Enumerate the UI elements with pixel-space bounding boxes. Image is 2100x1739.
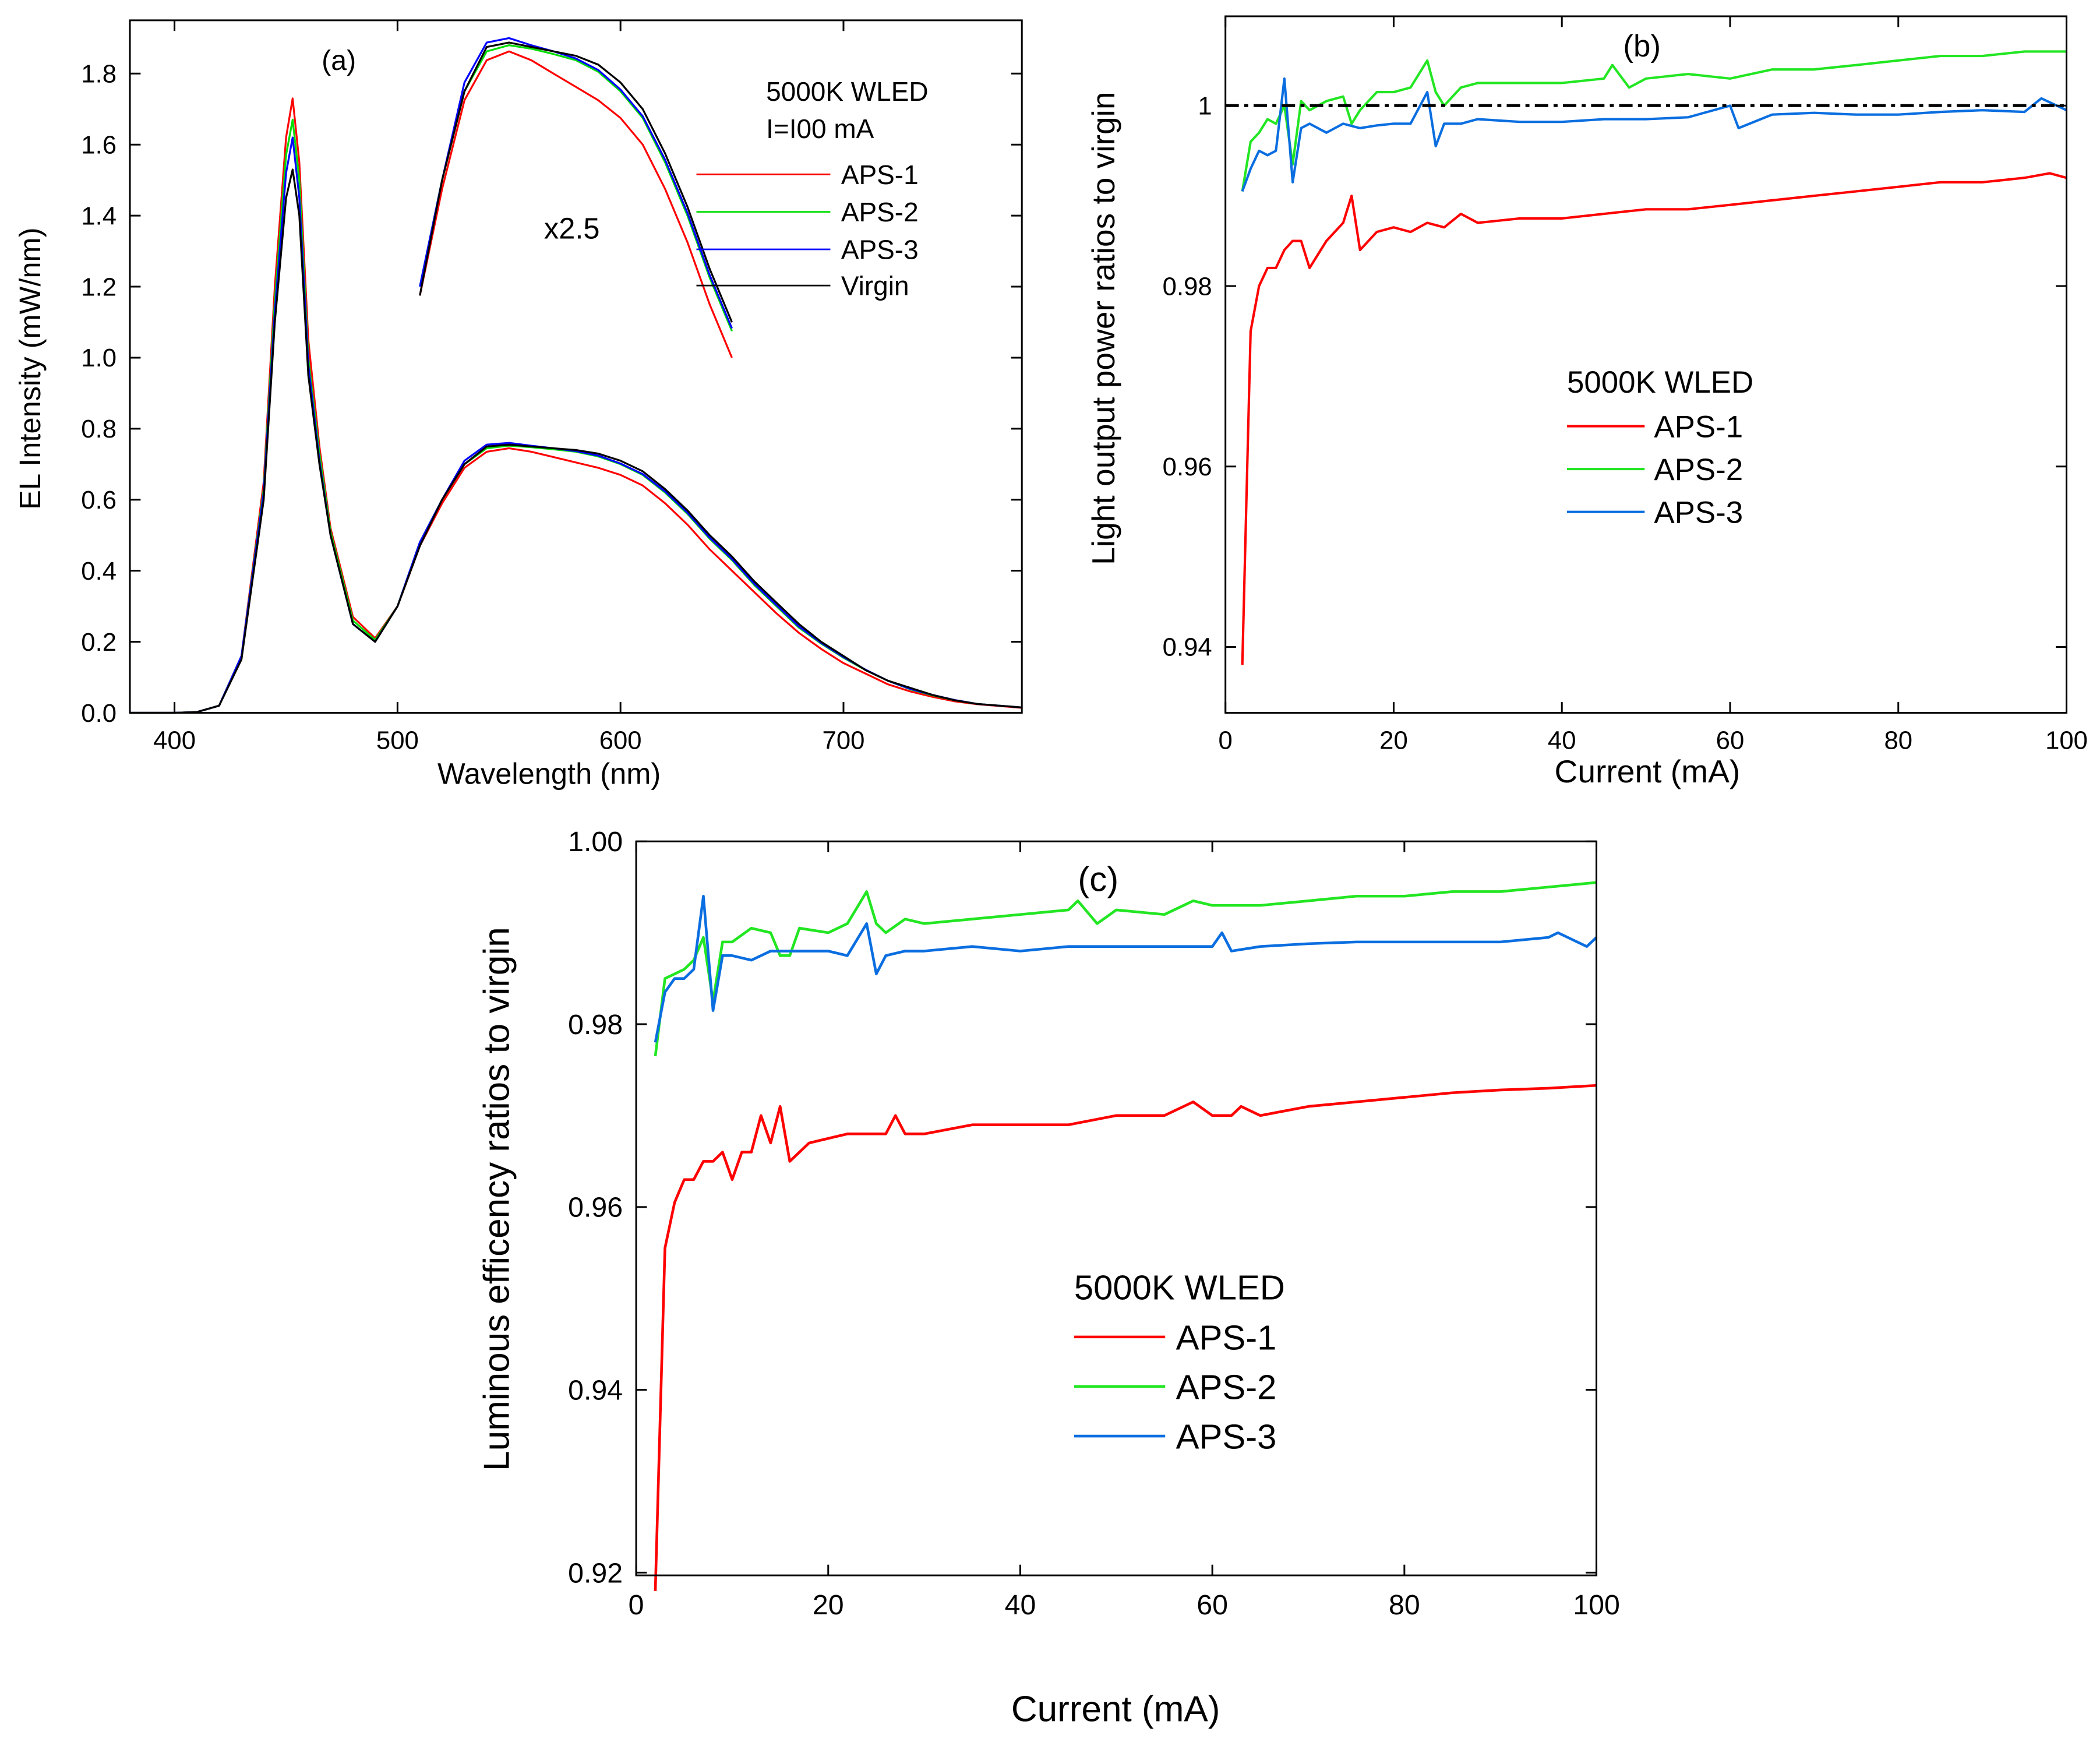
series-line-aps-1: [130, 97, 1022, 714]
y-tick-label: 0.0: [81, 699, 117, 728]
y-tick-label: 0.6: [81, 486, 117, 514]
y-tick-label: 1.0: [81, 344, 117, 372]
y-tick-label: 0.2: [81, 628, 117, 657]
y-tick-label: 1.8: [81, 60, 117, 89]
y-tick-label: 0.96: [568, 1192, 623, 1223]
legend: 5000K WLED I=I00 mA APS-1 APS-2 APS-3 Virgin: [696, 76, 929, 301]
plot-frame: [1224, 15, 2068, 714]
panel-label: (a): [322, 45, 356, 76]
legend-title: 5000K WLED: [766, 76, 929, 107]
series-line-aps-1: [654, 1084, 1597, 1591]
y-axis-label: Luminous efficency ratios to virgin: [477, 927, 517, 1471]
y-tick-label: 0.96: [1163, 453, 1212, 481]
x-tick-label: 500: [376, 726, 419, 755]
legend-label-aps-2: APS-2: [841, 197, 919, 227]
x-tick-label: 700: [823, 726, 865, 755]
x-axis-label: Current (mA): [1555, 753, 1741, 789]
x-axis-label: Wavelength (nm): [437, 757, 661, 790]
x-tick-label: 40: [1548, 726, 1576, 755]
x-tick-label: 400: [153, 726, 196, 755]
y-tick-label: 0.92: [568, 1557, 623, 1589]
x-tick-label: 60: [1716, 726, 1745, 755]
series-line-aps-2: [654, 881, 1597, 1057]
x-tick-label: 100: [2045, 726, 2088, 755]
x-tick-label: 80: [1884, 726, 1912, 755]
x-tick-label: 80: [1389, 1589, 1420, 1621]
legend-label-aps-3: APS-3: [841, 235, 919, 265]
inset-series-line-aps-1: [419, 50, 733, 358]
legend-label-virgin: Virgin: [841, 271, 909, 301]
y-tick-label: 0.98: [1163, 272, 1212, 301]
series-line-virgin: [130, 168, 1022, 714]
y-tick-label: 0.94: [568, 1375, 623, 1406]
legend-label-aps-1: APS-1: [1654, 410, 1743, 445]
panel-a-spectrum-chart: 400 500 600 700 0.0 0.2 0.4 0.6 0.8 1.0 1.2 1.4 1.6 1…: [13, 19, 1023, 790]
inset-series-line-virgin: [419, 41, 733, 323]
x-tick-label: 40: [1005, 1589, 1036, 1621]
x-axis-label: Current (mA): [1011, 1689, 1220, 1730]
legend-title: 5000K WLED: [1567, 365, 1753, 400]
x-tick-label: 600: [599, 726, 642, 755]
series-line-aps-1: [1241, 172, 2067, 665]
panel-label: (c): [1078, 859, 1118, 898]
y-tick-label: 0.98: [568, 1009, 623, 1040]
x-tick-label: 20: [813, 1589, 844, 1621]
x-tick-label: 0: [1219, 726, 1233, 755]
x-tick-label: 0: [629, 1589, 644, 1621]
panel-label: (b): [1623, 29, 1661, 64]
legend-label-aps-1: APS-1: [1176, 1318, 1277, 1357]
plot-frame: [129, 19, 1023, 714]
series-line-aps-3: [1241, 77, 2067, 192]
legend: 5000K WLED APS-1 APS-2 APS-3: [1567, 365, 1753, 530]
y-tick-label: 1.2: [81, 273, 117, 301]
inset-series-line-aps-3: [419, 37, 733, 329]
x-tick-label: 100: [1573, 1589, 1620, 1621]
y-tick-label: 0.94: [1163, 633, 1212, 662]
legend: 5000K WLED APS-1 APS-2 APS-3: [1074, 1268, 1285, 1456]
legend-title: I=I00 mA: [766, 114, 874, 144]
x-tick-label: 20: [1379, 726, 1408, 755]
panel-c-luminous-efficiency-chart: 0 20 40 60 80 100 0.92 0.94 0.96 0.98 1.00 Current …: [477, 826, 1620, 1730]
series-line-aps-3: [654, 894, 1598, 1043]
legend-label-aps-3: APS-3: [1654, 496, 1743, 530]
legend-label-aps-3: APS-3: [1176, 1417, 1277, 1456]
plot-frame: [635, 840, 1598, 1576]
scale-annotation: x2.5: [544, 212, 600, 245]
y-tick-label: 0.8: [81, 415, 117, 443]
series-line-aps-2: [1241, 50, 2067, 192]
x-tick-label: 60: [1197, 1589, 1228, 1621]
y-tick-label: 0.4: [81, 557, 117, 585]
y-axis-label: Light output power ratios to virgin: [1085, 91, 1121, 565]
y-tick-label: 1.6: [81, 131, 117, 160]
legend-label-aps-2: APS-2: [1654, 453, 1743, 487]
panel-b-light-output-chart: 0 20 40 60 80 100 0.94 0.96 0.98 1 Current (mA) Lig…: [1085, 15, 2088, 789]
legend-title: 5000K WLED: [1074, 1268, 1285, 1307]
legend-label-aps-2: APS-2: [1176, 1367, 1277, 1406]
y-tick-label: 1.00: [568, 826, 623, 858]
y-tick-label: 1: [1198, 92, 1212, 121]
legend-label-aps-1: APS-1: [841, 160, 919, 190]
y-tick-label: 1.4: [81, 202, 117, 230]
y-axis-label: EL Intensity (mW/nm): [13, 227, 47, 509]
